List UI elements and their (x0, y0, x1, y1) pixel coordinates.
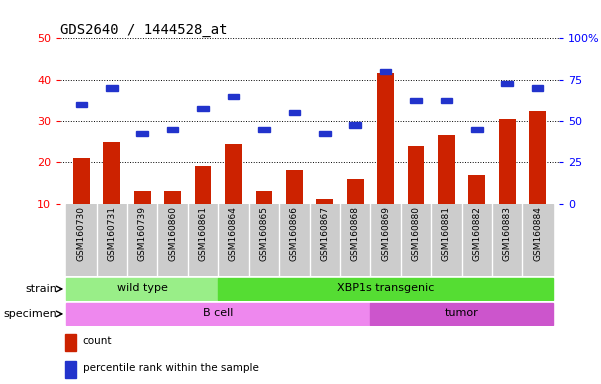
Bar (492, 204, 522, 276)
Text: B cell: B cell (203, 308, 233, 318)
Bar (228, 94, 239, 99)
Bar (73, 158, 90, 204)
Text: GSM160739: GSM160739 (138, 206, 147, 261)
Bar (316, 199, 333, 204)
Bar (225, 144, 242, 204)
Text: GSM160731: GSM160731 (108, 206, 117, 261)
Bar (431, 204, 462, 276)
Bar (127, 204, 157, 276)
Bar (499, 119, 516, 204)
Bar (529, 111, 546, 204)
Bar (195, 166, 212, 204)
Bar (66, 204, 97, 276)
Text: specimen: specimen (4, 309, 57, 319)
Bar (370, 204, 401, 276)
Bar (288, 110, 300, 115)
Bar (407, 146, 424, 204)
Bar (197, 106, 209, 111)
Bar (106, 85, 118, 91)
Bar (410, 98, 422, 103)
Text: GSM160861: GSM160861 (198, 206, 207, 261)
Text: GSM160869: GSM160869 (381, 206, 390, 261)
Bar (76, 102, 87, 107)
Bar (471, 127, 483, 132)
Bar (188, 204, 218, 276)
Bar (218, 204, 249, 276)
Bar (255, 191, 272, 204)
Text: percentile rank within the sample: percentile rank within the sample (82, 363, 258, 373)
Bar (462, 204, 492, 276)
Bar (441, 98, 452, 103)
Text: GSM160883: GSM160883 (502, 206, 511, 261)
Bar (97, 204, 127, 276)
Text: GSM160864: GSM160864 (229, 206, 238, 261)
Bar (218, 278, 553, 300)
Bar (134, 191, 151, 204)
Bar (340, 204, 370, 276)
Bar (157, 204, 188, 276)
Bar (66, 278, 218, 300)
Bar (347, 179, 364, 204)
Bar (319, 131, 331, 136)
Bar (65, 361, 76, 378)
Bar (401, 204, 431, 276)
Text: wild type: wild type (117, 283, 168, 293)
Text: GSM160730: GSM160730 (77, 206, 86, 261)
Bar (438, 136, 455, 204)
Text: tumor: tumor (445, 308, 478, 318)
Bar (532, 85, 543, 91)
Bar (380, 69, 391, 74)
Bar (258, 127, 270, 132)
Bar (66, 303, 370, 325)
Bar (310, 204, 340, 276)
Text: GSM160884: GSM160884 (533, 206, 542, 261)
Bar (370, 303, 553, 325)
Bar (349, 122, 361, 128)
Bar (468, 175, 485, 204)
Text: GSM160868: GSM160868 (350, 206, 359, 261)
Text: GDS2640 / 1444528_at: GDS2640 / 1444528_at (60, 23, 228, 37)
Text: GSM160867: GSM160867 (320, 206, 329, 261)
Text: strain: strain (25, 284, 57, 294)
Bar (164, 191, 181, 204)
Text: GSM160880: GSM160880 (412, 206, 421, 261)
Text: count: count (82, 336, 112, 346)
Bar (249, 204, 279, 276)
Text: GSM160860: GSM160860 (168, 206, 177, 261)
Bar (501, 81, 513, 86)
Bar (103, 142, 120, 204)
Text: XBP1s transgenic: XBP1s transgenic (337, 283, 435, 293)
Bar (377, 73, 394, 204)
Bar (279, 204, 310, 276)
Bar (136, 131, 148, 136)
Bar (286, 170, 303, 204)
Bar (65, 334, 76, 351)
Text: GSM160865: GSM160865 (260, 206, 269, 261)
Text: GSM160882: GSM160882 (472, 206, 481, 261)
Text: GSM160866: GSM160866 (290, 206, 299, 261)
Bar (522, 204, 553, 276)
Text: GSM160881: GSM160881 (442, 206, 451, 261)
Bar (167, 127, 178, 132)
